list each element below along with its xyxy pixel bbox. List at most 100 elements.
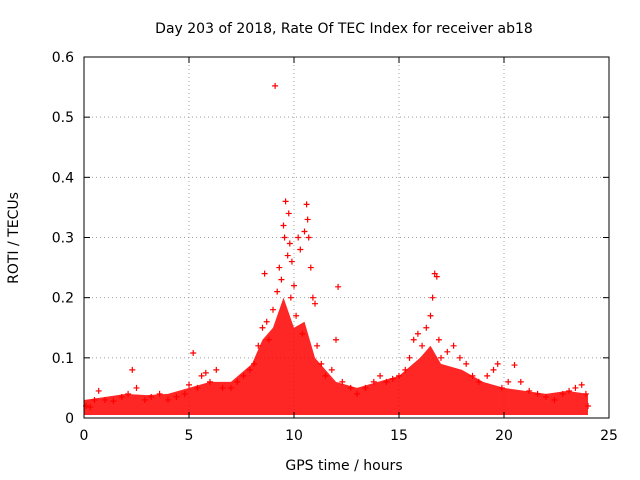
plot-border <box>83 56 610 419</box>
y-tick-label: 0.3 <box>52 231 74 247</box>
data-point <box>362 384 369 391</box>
dense-noise-area <box>84 297 588 415</box>
data-point <box>505 378 512 385</box>
data-point <box>110 398 117 405</box>
data-point <box>186 381 192 388</box>
data-point <box>129 366 136 373</box>
data-point <box>272 82 279 89</box>
data-point <box>333 336 339 343</box>
x-tick-label: 5 <box>185 428 194 444</box>
data-point <box>347 384 354 391</box>
data-point <box>270 306 276 313</box>
data-point <box>328 366 335 373</box>
data-point <box>490 366 497 373</box>
data-point <box>194 384 201 391</box>
data-point <box>281 234 288 241</box>
data-point <box>389 375 396 382</box>
data-point <box>91 396 98 403</box>
data-point <box>293 312 300 319</box>
data-point <box>551 396 558 403</box>
data-point <box>181 390 188 397</box>
data-point <box>102 396 108 403</box>
data-point <box>383 378 390 385</box>
data-point <box>370 378 377 385</box>
data-point <box>396 372 402 379</box>
data-point <box>295 234 302 241</box>
grid-lines <box>84 57 609 418</box>
data-point <box>285 210 292 217</box>
x-axis-label: GPS time / hours <box>285 458 402 474</box>
data-point <box>276 264 283 271</box>
data-point <box>435 336 442 343</box>
data-point <box>190 350 197 357</box>
data-point <box>431 270 438 277</box>
x-tick-label: 20 <box>495 428 513 444</box>
data-point <box>450 342 457 349</box>
y-tick-label: 0.6 <box>52 50 74 66</box>
x-tick-label: 0 <box>80 428 89 444</box>
data-point <box>475 378 482 385</box>
data-point <box>291 282 297 289</box>
data-point <box>299 330 306 337</box>
data-point <box>148 393 155 400</box>
data-point <box>314 342 321 349</box>
data-point <box>339 378 346 385</box>
x-tick-label: 10 <box>285 428 303 444</box>
y-tick-label: 0.4 <box>52 170 74 186</box>
data-point <box>414 330 421 337</box>
tick-labels: 0 5 10 15 20 25 0 0.1 0.2 0.3 0.4 0.5 0.6 <box>52 50 618 444</box>
data-point <box>585 402 591 409</box>
data-point <box>246 366 253 373</box>
chart-title: Day 203 of 2018, Rate Of TEC Index for r… <box>155 21 533 37</box>
data-point <box>263 318 270 325</box>
data-point <box>213 366 220 373</box>
data-point <box>286 240 293 247</box>
data-point <box>278 276 285 283</box>
data-point <box>219 384 226 391</box>
dense-data-band <box>84 297 588 415</box>
data-point <box>312 300 318 307</box>
data-point <box>95 387 102 394</box>
data-point <box>517 378 524 385</box>
data-point <box>438 354 444 361</box>
data-point <box>259 324 266 331</box>
x-tick-label: 25 <box>600 428 618 444</box>
data-point <box>543 393 549 400</box>
data-point <box>578 381 585 388</box>
data-point <box>410 336 417 343</box>
data-point <box>335 283 342 290</box>
data-point <box>198 372 205 379</box>
data-point <box>427 312 434 319</box>
data-point <box>87 404 94 411</box>
data-point <box>498 384 505 391</box>
data-point <box>173 393 180 400</box>
data-point <box>118 393 125 400</box>
y-tick-label: 0.5 <box>52 110 74 126</box>
data-point <box>307 264 314 271</box>
data-point <box>494 360 501 367</box>
data-point <box>287 294 294 301</box>
data-point <box>303 201 310 208</box>
data-point <box>297 246 304 253</box>
data-point <box>463 360 470 367</box>
x-tick-label: 15 <box>390 428 408 444</box>
data-point <box>429 294 436 301</box>
data-point <box>534 390 541 397</box>
y-axis-label: ROTI / TECUs <box>6 192 22 284</box>
data-point <box>322 372 329 379</box>
data-point <box>274 288 281 295</box>
data-point <box>469 372 476 379</box>
data-point <box>484 372 491 379</box>
data-point <box>261 270 268 277</box>
data-point <box>406 354 413 361</box>
data-point <box>282 198 289 205</box>
data-point <box>301 228 308 235</box>
data-point <box>566 387 573 394</box>
data-point <box>288 258 295 265</box>
data-point <box>240 372 247 379</box>
data-point <box>202 369 209 376</box>
data-point <box>309 294 316 301</box>
data-point <box>354 390 360 397</box>
data-point <box>284 252 291 259</box>
